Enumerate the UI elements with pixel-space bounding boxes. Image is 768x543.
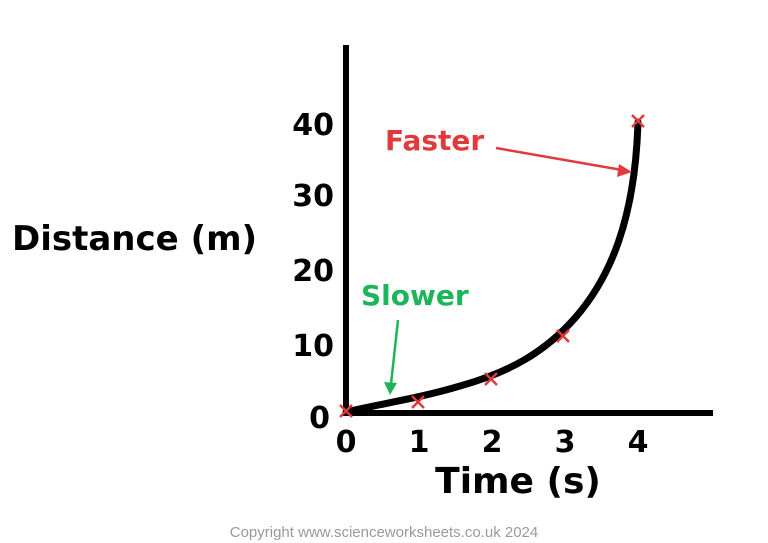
marker-x-icon (556, 329, 570, 343)
y-tick-0: 0 (309, 401, 330, 436)
y-tick-20: 20 (292, 254, 334, 289)
x-tick-0: 0 (336, 425, 357, 460)
faster-arrow-icon (495, 146, 632, 177)
marker-x-icon (631, 114, 645, 128)
faster-label: Faster (385, 124, 484, 157)
y-tick-40: 40 (292, 108, 334, 143)
x-tick-3: 3 (555, 425, 576, 460)
y-axis-title: Distance (m) (12, 219, 257, 259)
copyright-text: Copyright www.scienceworksheets.co.uk 20… (229, 524, 539, 541)
x-tick-2: 2 (482, 425, 503, 460)
x-tick-1: 1 (409, 425, 430, 460)
x-tick-4: 4 (628, 425, 649, 460)
y-tick-30: 30 (292, 179, 334, 214)
marker-x-icon (411, 395, 425, 409)
marker-x-icon (339, 404, 353, 418)
distance-curve (342, 118, 642, 416)
marker-x-icon (484, 372, 498, 386)
x-axis-title: Time (s) (435, 461, 601, 502)
data-markers (339, 114, 645, 418)
y-tick-10: 10 (292, 329, 334, 364)
slower-label: Slower (361, 279, 469, 312)
slower-arrow-icon (384, 319, 400, 395)
